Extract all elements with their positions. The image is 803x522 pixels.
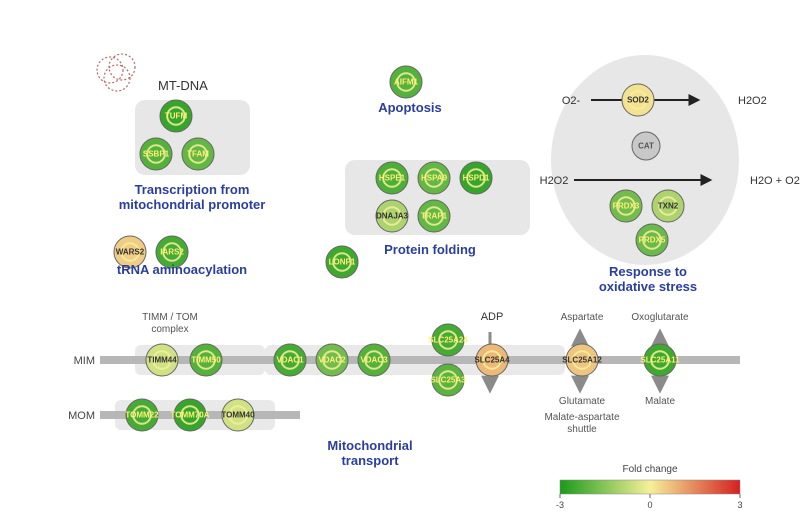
gene-hspe1: HSPE1 xyxy=(376,162,408,194)
gene-label: TIMM50 xyxy=(191,356,221,365)
gene-label: LONP1 xyxy=(329,258,356,267)
mt-dna-ring xyxy=(97,57,123,83)
gene-dnaja3: DNAJA3 xyxy=(376,200,409,232)
gene-label: AIFM1 xyxy=(394,78,419,87)
gene-label: HSPD1 xyxy=(463,174,490,183)
group-label: Apoptosis xyxy=(378,100,442,115)
gene-label: TXN2 xyxy=(658,202,679,211)
gene-trap1: TRAP1 xyxy=(418,200,450,232)
gene-sod2: SOD2 xyxy=(622,84,654,116)
gene-tomm40: TOMM40 xyxy=(221,399,255,431)
mt-dna-text: MT-DNA xyxy=(158,78,208,93)
malasp-l2: shuttle xyxy=(567,424,597,435)
gene-vdac2: VDAC2 xyxy=(316,344,348,376)
aspartate-text: Aspartate xyxy=(561,312,604,323)
gene-label: TOMM70A xyxy=(171,411,210,420)
gene-aifm1: AIFM1 xyxy=(390,66,422,98)
gene-lonp1: LONP1 xyxy=(326,246,358,278)
gene-label: DNAJA3 xyxy=(376,212,409,221)
gene-slc25a12: SLC25A12 xyxy=(562,344,602,376)
gene-label: SLC25A3 xyxy=(430,376,466,385)
gene-slc25a11: SLC25A11 xyxy=(640,344,680,376)
gene-prdx5: PRDX5 xyxy=(636,224,668,256)
adp-text: ADP xyxy=(481,311,504,323)
group-label: Transcription from xyxy=(135,182,250,197)
legend-bar xyxy=(560,480,740,494)
gene-label: HSPA9 xyxy=(421,174,448,183)
gene-vdac3: VDAC3 xyxy=(358,344,390,376)
group-label: oxidative stress xyxy=(599,279,697,294)
group-label: mitochondrial promoter xyxy=(119,197,266,212)
gene-label: SLC25A12 xyxy=(562,356,602,365)
group-label: tRNA aminoacylation xyxy=(117,262,247,277)
mom-text: MOM xyxy=(68,410,95,422)
gene-label: WARS2 xyxy=(116,248,145,257)
oxoglutarate-text: Oxoglutarate xyxy=(631,312,689,323)
legend-tick-label: -3 xyxy=(556,500,564,510)
gene-ssbp1: SSBP1 xyxy=(140,138,172,170)
group-label: Response to xyxy=(609,264,687,279)
gene-label: SLC25A11 xyxy=(640,356,680,365)
gene-timm44: TIMM44 xyxy=(146,344,178,376)
gene-label: SSBP1 xyxy=(143,150,170,159)
gene-label: SLC25A4 xyxy=(474,356,510,365)
mim-text: MIM xyxy=(74,355,95,367)
gene-label: SOD2 xyxy=(627,96,649,105)
gene-label: PRDX3 xyxy=(613,202,640,211)
glutamate-text: Glutamate xyxy=(559,396,606,407)
gene-tufm: TUFM xyxy=(160,100,192,132)
gene-label: TRAP1 xyxy=(421,212,448,221)
group-label: Protein folding xyxy=(384,242,476,257)
reaction-right: H2O + O2 xyxy=(750,175,800,187)
gene-label: VDAC1 xyxy=(276,356,304,365)
gene-tfam: TFAM xyxy=(182,138,214,170)
legend-title: Fold change xyxy=(622,464,677,475)
timmtom-l2: complex xyxy=(151,324,188,335)
reaction-left: O2- xyxy=(562,95,581,107)
gene-hspa9: HSPA9 xyxy=(418,162,450,194)
gene-label: VDAC3 xyxy=(360,356,388,365)
legend-tick-label: 0 xyxy=(647,500,652,510)
gene-label: IARS2 xyxy=(160,248,184,257)
gene-txn2: TXN2 xyxy=(652,190,684,222)
gene-cat: CAT xyxy=(632,132,660,160)
gene-tomm22: TOMM22 xyxy=(125,399,159,431)
gene-label: VDAC2 xyxy=(318,356,346,365)
gene-timm50: TIMM50 xyxy=(190,344,222,376)
gene-hspd1: HSPD1 xyxy=(460,162,492,194)
gene-label: HSPE1 xyxy=(379,174,406,183)
gene-label: TOMM22 xyxy=(125,411,159,420)
gene-label: TFAM xyxy=(187,150,209,159)
gene-label: SLC25A24 xyxy=(428,336,468,345)
gene-prdx3: PRDX3 xyxy=(610,190,642,222)
reaction-right: H2O2 xyxy=(738,95,767,107)
timmtom-l1: TIMM / TOM xyxy=(142,312,198,323)
gene-label: TIMM44 xyxy=(147,356,177,365)
gene-label: TUFM xyxy=(165,112,188,121)
reaction-left: H2O2 xyxy=(540,175,569,187)
gene-label: PRDX5 xyxy=(639,236,666,245)
mt-dna-ring xyxy=(109,54,135,80)
group-label: Mitochondrial xyxy=(327,438,412,453)
mt-dna-ring xyxy=(104,65,130,91)
legend-tick-label: 3 xyxy=(737,500,742,510)
malate-text: Malate xyxy=(645,396,675,407)
malasp-l1: Malate-aspartate xyxy=(544,412,619,423)
group-label: transport xyxy=(341,453,399,468)
gene-vdac1: VDAC1 xyxy=(274,344,306,376)
gene-label: CAT xyxy=(638,142,654,151)
gene-label: TOMM40 xyxy=(221,411,255,420)
